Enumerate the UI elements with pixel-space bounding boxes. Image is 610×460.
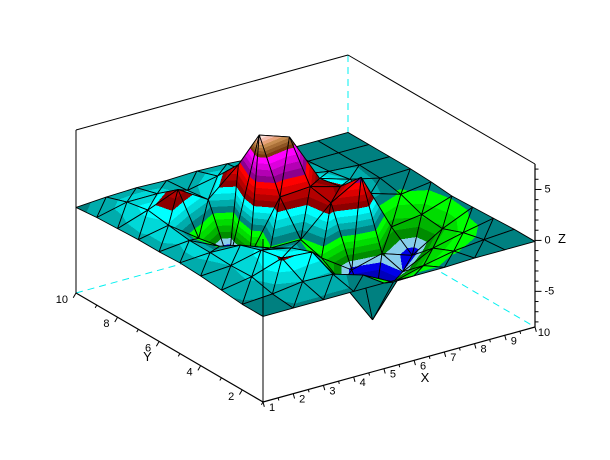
x-tick-label: 5 (390, 369, 396, 381)
x-tick-label: 6 (420, 360, 426, 372)
axes: 1 2 3 4 5 6 7 8 9 10 X 2 4 6 8 10 Y -5 0 5 Z (56, 164, 566, 414)
x-tick-label: 10 (538, 327, 550, 339)
surface-facet (241, 293, 294, 317)
x-tick-label: 4 (360, 377, 366, 389)
surface-facet (383, 275, 415, 284)
y-tick-label: 6 (145, 342, 151, 354)
x-axis-title: X (421, 370, 430, 385)
x-tick-label: 1 (269, 402, 275, 414)
y-axis-title: Y (143, 349, 152, 364)
surface-facet (474, 239, 505, 259)
surface-facet (443, 250, 475, 268)
z-axis-title: Z (558, 231, 566, 246)
surface-facet (292, 281, 324, 309)
surface-mesh (75, 131, 536, 321)
y-tick-label: 8 (103, 318, 109, 330)
y-tick-label: 4 (187, 367, 193, 379)
y-tick-label: 2 (228, 391, 234, 403)
y-tick-label: 10 (56, 294, 68, 306)
z-tick-label: -5 (544, 285, 554, 297)
x-tick-label: 9 (511, 335, 517, 347)
x-tick-label: 7 (450, 352, 456, 364)
x-tick-label: 3 (329, 385, 335, 397)
z-tick-label: 5 (544, 183, 550, 195)
z-tick-label: 0 (544, 234, 550, 246)
surface-facet (323, 273, 354, 301)
x-tick-label: 8 (480, 344, 486, 356)
x-tick-label: 2 (299, 394, 305, 406)
surface-facet (413, 265, 445, 277)
surface-facet (353, 274, 385, 292)
